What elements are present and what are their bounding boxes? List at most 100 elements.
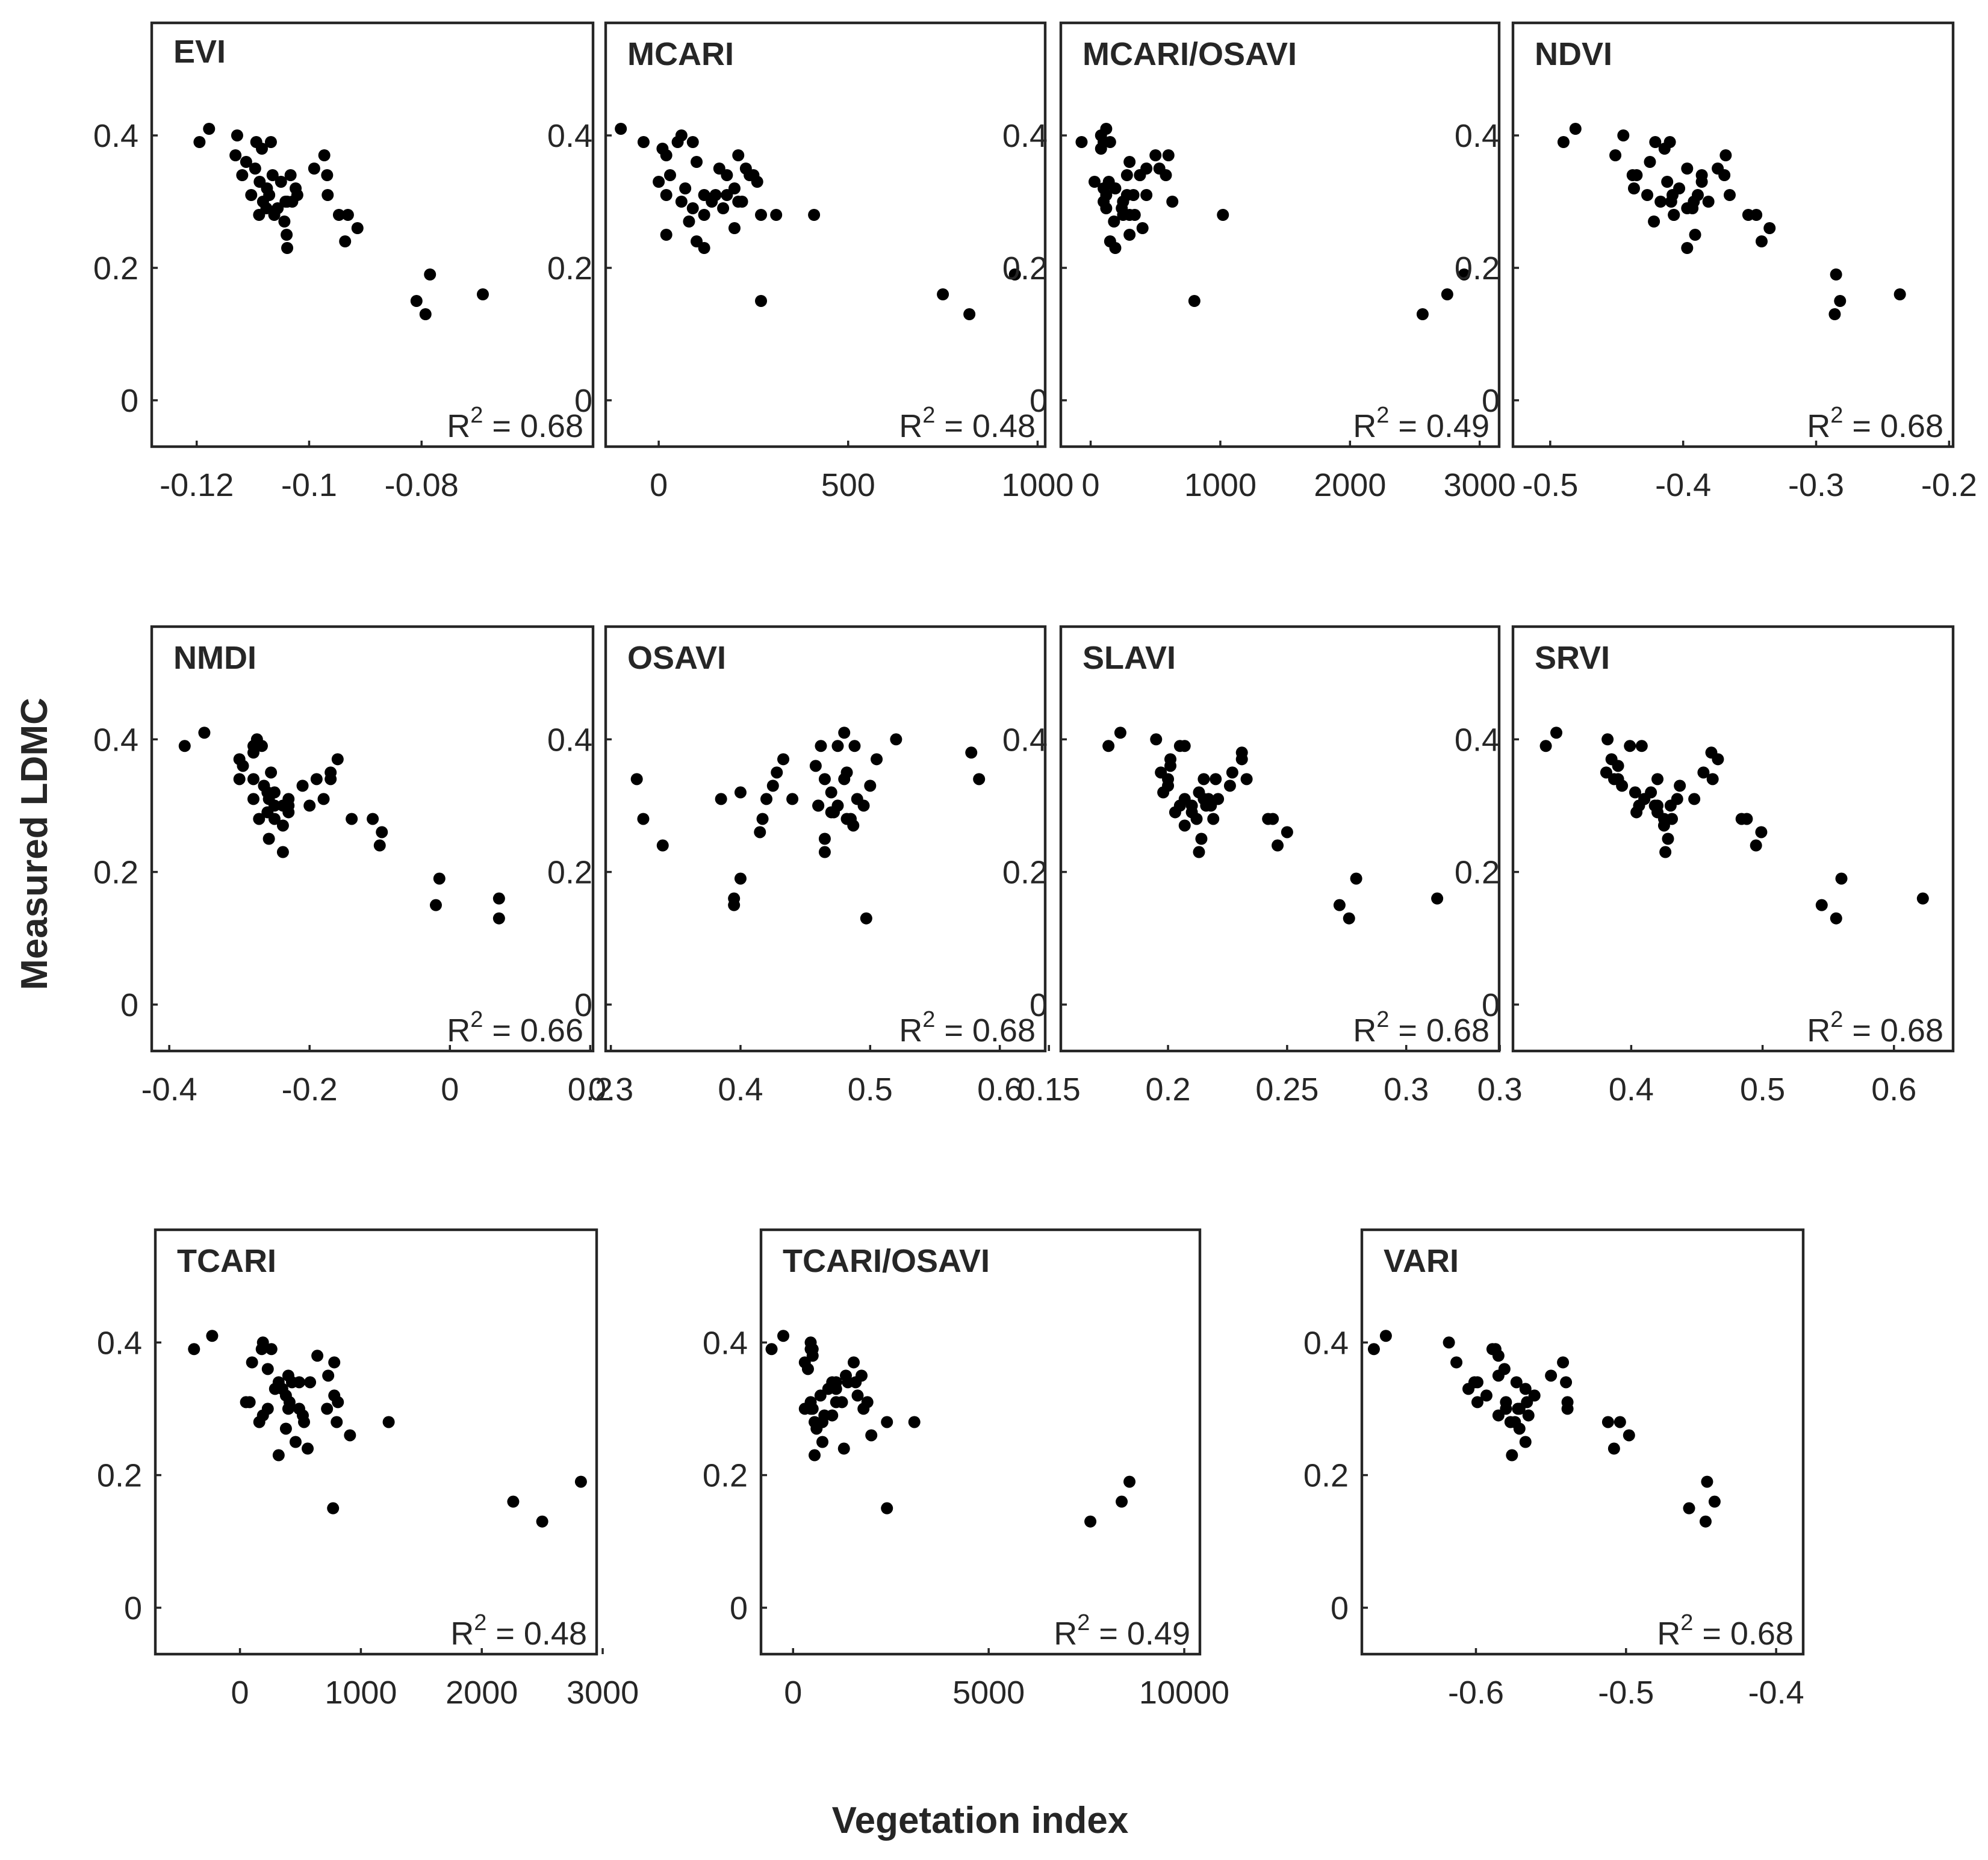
data-point <box>760 793 773 805</box>
y-tick-label: 0.4 <box>1455 118 1500 154</box>
r2-value: = 0.68 <box>483 408 583 444</box>
data-point <box>276 846 289 858</box>
data-point <box>973 773 986 786</box>
data-point <box>308 163 320 175</box>
data-point <box>1123 1475 1136 1488</box>
panel-frame <box>1511 21 1955 448</box>
data-point <box>765 1343 778 1356</box>
data-point <box>734 786 747 799</box>
data-point <box>816 1416 829 1428</box>
data-point <box>806 1343 819 1356</box>
data-point <box>1140 189 1153 201</box>
y-tick-label: 0 <box>1331 1590 1349 1626</box>
data-point <box>827 806 840 819</box>
data-point <box>253 813 266 825</box>
data-point <box>1075 136 1088 148</box>
data-point <box>1893 288 1906 300</box>
panel-title: TCARI <box>177 1243 276 1279</box>
data-point <box>679 182 692 194</box>
data-point <box>1084 1515 1097 1528</box>
data-point <box>814 1389 827 1402</box>
x-tick-label: 0.3 <box>1477 1071 1523 1108</box>
data-point <box>1120 169 1133 181</box>
data-point <box>296 780 309 792</box>
data-point <box>1633 799 1645 812</box>
panel-evi: EVI 0 0.2 0.4 -0.12 -0.1 -0.08 R2 = 0.68 <box>93 21 595 503</box>
data-point <box>777 1330 790 1342</box>
panel-frame <box>1360 1228 1805 1656</box>
data-point <box>476 288 489 300</box>
panel-frame <box>1059 21 1501 448</box>
data-point <box>1683 1502 1695 1514</box>
panel-title: VARI <box>1384 1243 1459 1279</box>
y-tick-label: 0.2 <box>93 250 138 287</box>
data-point <box>247 740 259 752</box>
data-point <box>1217 209 1229 221</box>
data-point <box>1681 242 1694 254</box>
r2-value: = 0.68 <box>1843 408 1943 444</box>
data-point <box>1441 288 1453 300</box>
data-point <box>1626 169 1639 181</box>
data-point <box>1108 215 1120 228</box>
data-point <box>1545 1369 1558 1382</box>
data-point <box>1149 149 1162 161</box>
x-tick-label: 0.3 <box>1384 1071 1429 1108</box>
data-point <box>1123 156 1136 168</box>
data-point <box>281 196 294 208</box>
data-point <box>1609 149 1622 161</box>
data-point <box>1492 1409 1505 1422</box>
data-point <box>686 202 699 214</box>
data-point <box>656 143 669 155</box>
data-point <box>786 793 799 805</box>
r2-annotation: R2 = 0.68 <box>447 403 583 444</box>
data-point <box>1601 733 1614 746</box>
data-point <box>1519 1436 1532 1448</box>
panel-frame <box>604 21 1047 448</box>
x-tick-label: 5000 <box>952 1675 1025 1711</box>
data-point <box>1178 819 1191 832</box>
data-point <box>188 1343 200 1356</box>
x-tick-label: -0.08 <box>385 467 459 503</box>
data-point <box>1188 295 1201 307</box>
data-point <box>860 912 872 925</box>
data-point <box>963 308 976 320</box>
x-tick-label: -0.5 <box>1598 1675 1654 1711</box>
data-point <box>1157 786 1170 799</box>
data-point <box>1512 1403 1524 1415</box>
data-point <box>298 1416 311 1428</box>
data-point <box>812 799 825 812</box>
x-tick-label: 2000 <box>1314 467 1386 503</box>
data-point <box>433 872 446 885</box>
r2-symbol: R <box>1807 408 1830 444</box>
panel-tcari: TCARI 0 0.2 0.4 0 1000 2000 3000 R2 = 0.48 <box>97 1228 639 1711</box>
data-point <box>317 793 330 805</box>
data-point <box>279 1422 292 1435</box>
data-point <box>831 740 844 752</box>
y-tick-label: 0.4 <box>547 118 592 154</box>
data-point <box>1333 899 1346 911</box>
data-point <box>1635 740 1648 752</box>
data-point <box>231 129 243 141</box>
data-point <box>1623 1429 1635 1442</box>
data-point <box>322 1369 335 1382</box>
data-point <box>327 1502 340 1514</box>
r2-value: = 0.49 <box>1389 408 1489 444</box>
data-point <box>1712 753 1724 766</box>
data-point <box>1539 740 1552 752</box>
r2-value: = 0.68 <box>1693 1616 1794 1652</box>
data-point <box>825 786 837 799</box>
data-point <box>1834 295 1847 307</box>
data-point <box>1098 136 1110 148</box>
y-tick-label: 0 <box>1030 383 1048 419</box>
data-point <box>715 793 727 805</box>
data-point <box>275 176 287 188</box>
data-point <box>339 235 352 247</box>
data-point <box>304 1376 317 1389</box>
data-point <box>747 169 760 181</box>
data-point <box>1557 1356 1570 1369</box>
data-point <box>1668 209 1680 221</box>
y-tick-label: 0 <box>1482 383 1500 419</box>
